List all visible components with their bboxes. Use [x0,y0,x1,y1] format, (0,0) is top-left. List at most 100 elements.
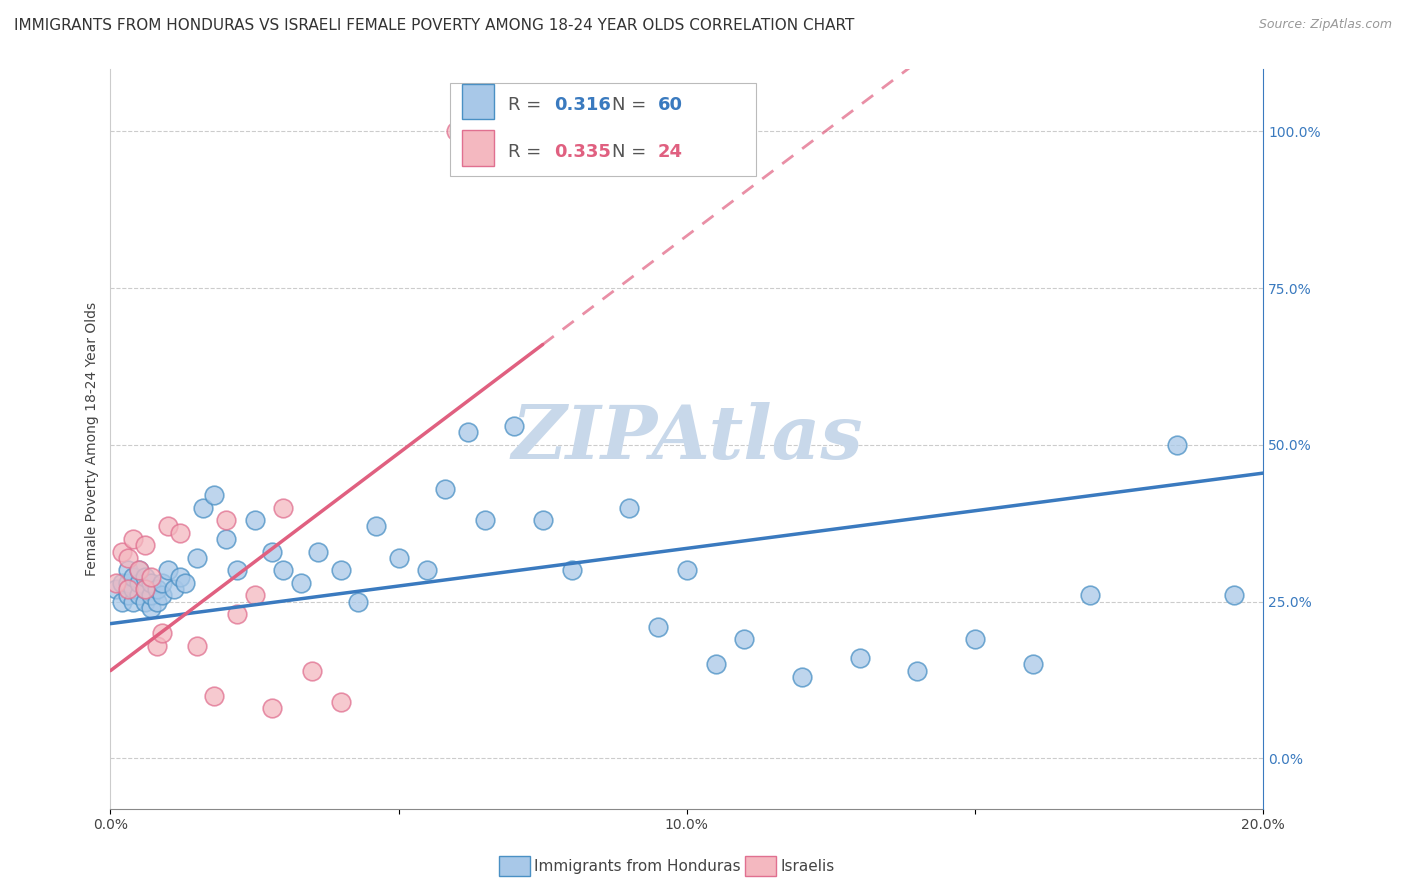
Point [226,607,249,622]
Point [117,582,139,596]
Point [117,563,139,577]
Point [128,575,150,590]
Point [963,632,986,647]
Point [330,695,353,709]
Point [134,569,156,583]
Point [457,425,479,440]
Point [122,595,145,609]
Point [163,582,186,596]
Point [128,563,150,577]
Point [1223,589,1246,603]
Point [186,550,208,565]
FancyBboxPatch shape [450,83,756,176]
Point [273,500,295,515]
Point [186,639,208,653]
Point [117,575,139,590]
Point [150,626,173,640]
Text: Source: ZipAtlas.com: Source: ZipAtlas.com [1258,18,1392,31]
Point [733,632,755,647]
Point [169,525,191,540]
Text: Immigrants from Honduras: Immigrants from Honduras [534,859,741,873]
Point [1078,589,1101,603]
Text: N =: N = [612,143,652,161]
Point [134,538,156,552]
Point [243,513,266,527]
Text: Israelis: Israelis [780,859,835,873]
Point [560,563,582,577]
Point [388,550,411,565]
Point [117,550,139,565]
Point [145,582,167,596]
Point [290,575,312,590]
Point [1166,438,1188,452]
Point [260,544,283,558]
Point [260,701,283,715]
Point [105,575,128,590]
Point [647,620,669,634]
Point [202,689,225,703]
Y-axis label: Female Poverty Among 18-24 Year Olds: Female Poverty Among 18-24 Year Olds [86,301,100,575]
Point [474,513,496,527]
Point [134,582,156,596]
Point [675,563,697,577]
Point [347,595,370,609]
Point [157,563,180,577]
Point [111,575,134,590]
Text: N =: N = [612,96,652,114]
Point [150,589,173,603]
Text: ZIPAtlas: ZIPAtlas [510,402,863,475]
Point [134,595,156,609]
Point [134,582,156,596]
Point [848,651,870,665]
Point [330,563,353,577]
Text: IMMIGRANTS FROM HONDURAS VS ISRAELI FEMALE POVERTY AMONG 18-24 YEAR OLDS CORRELA: IMMIGRANTS FROM HONDURAS VS ISRAELI FEMA… [14,18,855,33]
Point [273,563,295,577]
Point [139,569,162,583]
Point [307,544,329,558]
Point [243,589,266,603]
Point [617,500,640,515]
Point [105,582,128,596]
Point [122,569,145,583]
Point [433,482,456,496]
Text: 60: 60 [658,96,683,114]
Point [215,513,238,527]
Point [364,519,387,533]
Point [139,601,162,615]
Point [128,563,150,577]
Point [215,532,238,546]
Point [704,657,727,672]
Point [145,639,167,653]
Point [202,488,225,502]
Text: 0.335: 0.335 [554,143,612,161]
Point [463,124,485,138]
Point [139,575,162,590]
Text: 0.316: 0.316 [554,96,612,114]
Point [502,419,524,434]
Point [446,124,468,138]
Point [111,544,134,558]
Point [150,575,173,590]
Point [1021,657,1043,672]
Point [226,563,249,577]
Point [416,563,439,577]
Text: R =: R = [508,143,547,161]
Point [790,670,813,684]
FancyBboxPatch shape [463,130,495,166]
Point [145,595,167,609]
Point [139,589,162,603]
Point [905,664,928,678]
Point [122,532,145,546]
Point [128,589,150,603]
Point [191,500,214,515]
Point [117,589,139,603]
Point [157,519,180,533]
Point [301,664,323,678]
Point [531,513,554,527]
Point [174,575,197,590]
Point [122,582,145,596]
FancyBboxPatch shape [463,84,495,120]
Point [111,595,134,609]
Text: R =: R = [508,96,547,114]
Text: 24: 24 [658,143,683,161]
